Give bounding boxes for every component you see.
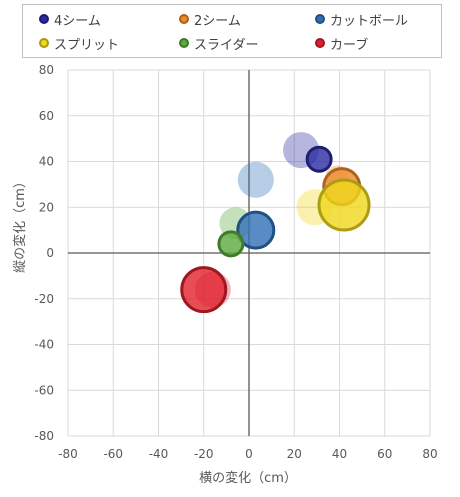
legend-label-split: スプリット xyxy=(54,37,120,53)
legend-marker-2seam xyxy=(179,14,189,24)
x-tick-label-1: -60 xyxy=(103,447,123,461)
legend-item-4seam: 4シーム xyxy=(39,9,101,29)
x-tick-label-4: 0 xyxy=(245,447,253,461)
x-tick-label-3: -20 xyxy=(194,447,214,461)
y-tick-label-1: -60 xyxy=(34,383,54,397)
legend-marker-slider xyxy=(179,38,189,48)
legend-label-4seam: 4シーム xyxy=(54,13,101,29)
x-tick-label-5: 20 xyxy=(287,447,302,461)
zero-axes xyxy=(68,70,430,436)
x-tick-label-8: 80 xyxy=(422,447,437,461)
legend-item-curve: カーブ xyxy=(315,33,368,53)
data-points xyxy=(180,132,371,314)
point-series-2-1 xyxy=(236,210,276,250)
x-tick-label-7: 60 xyxy=(377,447,392,461)
legend: 4シーム 2シーム カットボール スプリット スライダー カーブ xyxy=(22,4,442,58)
y-tick-label-2: -40 xyxy=(34,338,54,352)
y-tick-label-0: -80 xyxy=(34,429,54,443)
x-axis-title: 横の変化（cm） xyxy=(199,470,297,486)
legend-label-curve: カーブ xyxy=(330,37,369,53)
x-tick-label-6: 40 xyxy=(332,447,347,461)
legend-marker-4seam xyxy=(39,14,49,24)
legend-marker-curve xyxy=(315,38,325,48)
point-series-5-1 xyxy=(180,266,228,314)
legend-label-cutter: カットボール xyxy=(330,13,409,29)
point-series-4-1 xyxy=(217,230,245,258)
legend-item-cutter: カットボール xyxy=(315,9,408,29)
legend-item-split: スプリット xyxy=(39,33,119,53)
legend-label-2seam: 2シーム xyxy=(194,13,241,29)
y-tick-label-5: 20 xyxy=(39,200,54,214)
y-axis-title: 縦の変化（cm） xyxy=(12,175,28,273)
y-tick-label-4: 0 xyxy=(46,246,54,260)
x-tick-label-2: -40 xyxy=(149,447,169,461)
point-series-3-1 xyxy=(317,178,371,232)
point-series-2-0 xyxy=(237,161,274,198)
legend-item-2seam: 2シーム xyxy=(179,9,241,29)
legend-marker-split xyxy=(39,38,49,48)
legend-marker-cutter xyxy=(315,14,325,24)
y-tick-label-8: 80 xyxy=(39,63,54,77)
point-series-0-1 xyxy=(305,145,333,173)
legend-label-slider: スライダー xyxy=(194,37,259,53)
y-tick-label-3: -20 xyxy=(34,292,54,306)
tick-labels: -80 -60 -40 -20 0 20 40 60 80 -80 -60 -40 -20 0 20 40 60… xyxy=(34,63,437,461)
y-tick-label-6: 40 xyxy=(39,155,54,169)
legend-item-slider: スライダー xyxy=(179,33,258,53)
x-tick-label-0: -80 xyxy=(58,447,78,461)
y-tick-label-7: 60 xyxy=(39,109,54,123)
